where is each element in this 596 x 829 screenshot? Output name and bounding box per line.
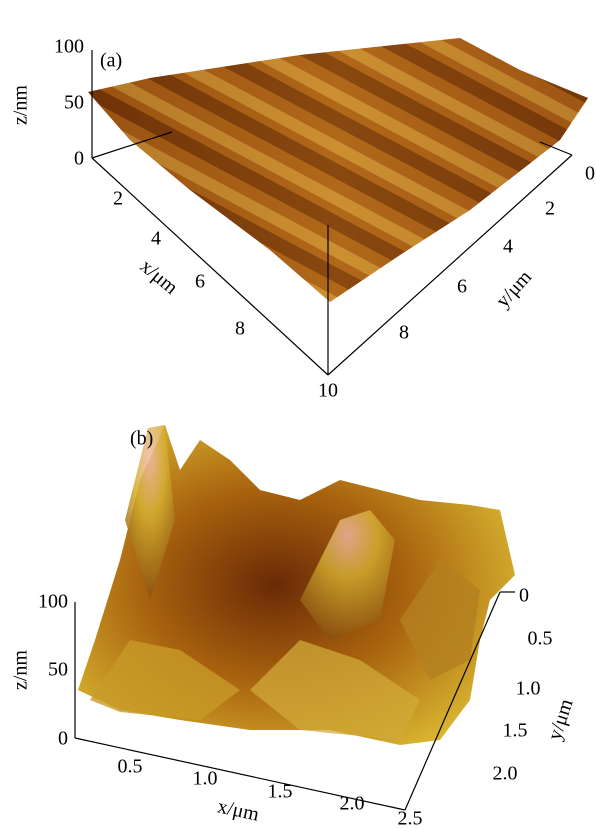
x-axis-label: x/μm (216, 796, 262, 826)
x-tick-label: 2 (113, 188, 123, 210)
y-axis-label: y/μm (544, 696, 578, 743)
z-tick-label: 0 (58, 728, 68, 750)
y-tick-label: 0.5 (528, 628, 553, 650)
surface-b (78, 425, 515, 745)
x-tick-label: 8 (235, 318, 245, 340)
x-tick-label: 10 (318, 380, 338, 402)
y-tick-label: 4 (503, 236, 513, 258)
figure: (a) z/nm 100 50 0 2 4 6 8 10 x/μm 0 2 4 … (0, 0, 596, 829)
y-tick-label: 0 (519, 585, 529, 607)
y-axis-label: y/μm (492, 266, 537, 312)
x-tick-label: 4 (151, 228, 161, 250)
z-tick-label: 0 (74, 148, 84, 170)
panel-label: (b) (130, 428, 153, 450)
x-tick-label: 1.5 (268, 781, 293, 803)
y-tick-label: 1.0 (516, 678, 541, 700)
y-tick-label: 2.0 (493, 763, 518, 785)
z-tick-label: 50 (64, 92, 84, 114)
z-axis-label: z/nm (10, 85, 32, 125)
surface-a (88, 38, 588, 302)
y-tick-label: 6 (457, 276, 467, 298)
x-axis-label: x/μm (136, 255, 183, 299)
x-tick-label: 1.0 (193, 768, 218, 790)
x-tick-label: 0.5 (118, 756, 143, 778)
y-tick-label: 1.5 (503, 720, 528, 742)
panel-label: (a) (100, 50, 122, 72)
x-tick-label: 2.5 (398, 808, 423, 829)
z-axis-label: z/nm (10, 650, 32, 690)
y-tick-label: 8 (399, 322, 409, 344)
y-tick-label: 0 (585, 163, 595, 185)
z-tick-label: 50 (48, 659, 68, 681)
z-tick-label: 100 (54, 36, 84, 58)
y-tick-label: 2 (545, 198, 555, 220)
x-tick-label: 2.0 (340, 793, 365, 815)
x-tick-label: 6 (195, 271, 205, 293)
z-tick-label: 100 (38, 591, 68, 613)
